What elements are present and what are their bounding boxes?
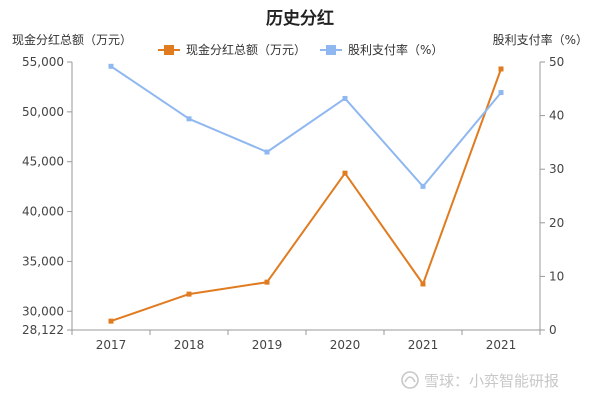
left-tick-label: 50,000	[22, 105, 64, 119]
payout-ratio-point	[186, 116, 192, 122]
payout-ratio-line	[110, 65, 502, 188]
legend-swatch-marker	[164, 45, 174, 55]
cash-dividend-point	[264, 279, 270, 285]
right-tick-label: 20	[549, 216, 564, 230]
chart-title: 历史分红	[266, 8, 334, 29]
right-tick-label: 50	[549, 55, 564, 69]
cash-dividend-line	[110, 68, 502, 323]
axes: 55,000 50,000 45,000 40,000 35,000 30,000 28,1…	[22, 55, 564, 352]
payout-ratio-point	[498, 90, 504, 96]
payout-ratio-point	[342, 95, 348, 101]
right-tick-label: 40	[549, 109, 564, 123]
cash-dividend-point	[420, 281, 426, 287]
x-tick-label: 2017	[96, 338, 127, 352]
left-tick-label: 30,000	[22, 304, 64, 318]
x-tick-label: 2019	[252, 338, 283, 352]
x-tick-label: 2021	[408, 338, 439, 352]
legend: 现金分红总额（万元） 股利支付率（%）	[158, 42, 443, 57]
cash-dividend-point	[186, 291, 192, 297]
watermark-text: 雪球：小弈智能研报	[424, 372, 559, 390]
left-tick-label: 45,000	[22, 155, 64, 169]
left-tick-label: 35,000	[22, 254, 64, 268]
right-tick-label: 30	[549, 162, 564, 176]
watermark: 雪球：小弈智能研报	[401, 371, 559, 390]
x-tick-label: 2020	[330, 338, 361, 352]
payout-ratio-point	[420, 183, 426, 189]
payout-ratio-point	[108, 63, 114, 69]
left-axis-title: 现金分红总额（万元）	[12, 32, 132, 47]
right-axis-title: 股利支付率（%）	[493, 32, 588, 47]
left-tick-label: 28,122	[22, 323, 64, 337]
x-tick-label: 2021	[486, 338, 517, 352]
left-tick-label: 40,000	[22, 205, 64, 219]
legend-swatch-marker	[326, 45, 336, 55]
right-tick-label: 0	[549, 323, 557, 337]
payout-ratio-point	[264, 149, 270, 155]
cash-dividend-point	[498, 66, 504, 72]
series-layer	[108, 63, 504, 324]
right-tick-label: 10	[549, 269, 564, 283]
left-tick-label: 55,000	[22, 55, 64, 69]
cash-dividend-point	[108, 318, 114, 324]
snowball-logo-icon	[401, 371, 419, 389]
legend-label: 股利支付率（%）	[348, 42, 443, 57]
legend-label: 现金分红总额（万元）	[186, 42, 306, 57]
cash-dividend-point	[342, 170, 348, 176]
x-tick-label: 2018	[174, 338, 205, 352]
